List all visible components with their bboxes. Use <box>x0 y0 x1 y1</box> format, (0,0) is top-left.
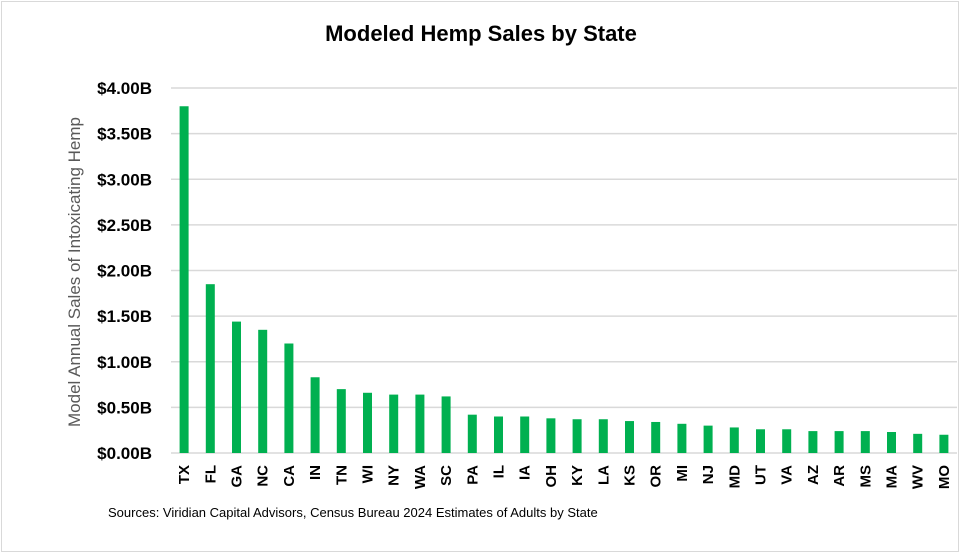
x-tick-label: OR <box>648 465 665 488</box>
bar-or <box>651 421 661 453</box>
bar-ky <box>572 419 582 453</box>
bar-wv <box>913 433 923 453</box>
x-tick-label: CA <box>281 465 298 487</box>
x-tick-label: MS <box>857 465 874 488</box>
y-tick-label: $4.00B <box>97 79 152 98</box>
x-axis-ticks: TX FL GA NC CA IN TN WI NY WA SC PA IL IA OH KY LA KS OR MI… <box>176 465 953 489</box>
x-tick-label: KS <box>622 465 639 486</box>
bar-ma <box>887 432 896 453</box>
bar-ga <box>232 321 241 453</box>
bar-md <box>729 427 739 453</box>
x-tick-label: MA <box>884 465 901 488</box>
x-tick-label: NC <box>255 465 272 487</box>
x-tick-label: NY <box>386 465 403 486</box>
y-tick-label: $3.00B <box>97 170 152 189</box>
bar-va <box>782 429 792 453</box>
bar-mi <box>677 423 687 453</box>
bar-il <box>494 416 503 453</box>
chart-title: Modeled Hemp Sales by State <box>325 21 637 46</box>
bar-az <box>808 431 818 453</box>
bar-fl <box>205 284 215 453</box>
x-tick-label: MI <box>674 465 691 482</box>
x-tick-label: AR <box>831 465 848 487</box>
bar-wa <box>415 394 425 453</box>
y-axis-ticks: $0.00B $0.50B $1.00B $1.50B $2.00B $2.50B $3.0… <box>97 79 152 463</box>
x-tick-label: IN <box>307 465 324 480</box>
x-tick-label: MO <box>936 465 953 489</box>
bar-wi <box>363 392 372 453</box>
x-tick-label: OH <box>543 465 560 488</box>
bar-ia <box>520 416 530 453</box>
x-tick-label: LA <box>595 465 612 485</box>
y-tick-label: $2.50B <box>97 216 152 235</box>
bar-ny <box>389 394 399 453</box>
y-tick-label: $2.00B <box>97 262 152 281</box>
bar-oh <box>546 418 556 453</box>
bar-nc <box>258 329 268 453</box>
y-tick-label: $0.00B <box>97 444 152 463</box>
source-note: Sources: Viridian Capital Advisors, Cens… <box>108 505 598 520</box>
x-tick-label: IL <box>491 465 508 478</box>
x-tick-label: MD <box>726 465 743 488</box>
bar-tx <box>179 106 189 453</box>
bar-sc <box>441 396 451 453</box>
y-tick-label: $1.50B <box>97 307 152 326</box>
y-tick-label: $3.50B <box>97 125 152 144</box>
x-tick-label: WV <box>910 465 927 489</box>
bar-ar <box>834 431 844 453</box>
bar-ca <box>284 343 294 453</box>
x-tick-label: FL <box>202 465 219 483</box>
bar-mo <box>939 434 949 453</box>
bars <box>179 106 949 453</box>
x-tick-label: KY <box>569 465 586 486</box>
x-tick-label: UT <box>753 465 770 485</box>
bar-nj <box>703 425 713 453</box>
bar-in <box>310 377 320 453</box>
x-tick-label: TX <box>176 465 193 484</box>
x-tick-label: SC <box>438 465 455 486</box>
bar-la <box>598 419 608 453</box>
y-tick-label: $1.00B <box>97 353 152 372</box>
x-tick-label: WA <box>412 465 429 489</box>
y-tick-label: $0.50B <box>97 398 152 417</box>
bar-ks <box>625 421 634 453</box>
x-tick-label: NJ <box>700 465 717 484</box>
bar-ut <box>756 429 765 453</box>
bar-tn <box>336 389 346 453</box>
x-tick-label: GA <box>229 465 246 488</box>
bar-pa <box>467 414 477 453</box>
gridlines <box>171 87 957 454</box>
bar-ms <box>860 431 870 453</box>
y-axis-label: Model Annual Sales of Intoxicating Hemp <box>65 117 84 427</box>
x-tick-label: VA <box>779 465 796 485</box>
x-tick-label: IA <box>517 465 534 480</box>
x-tick-label: AZ <box>805 465 822 485</box>
x-tick-label: PA <box>464 465 481 485</box>
x-tick-label: WI <box>360 465 377 483</box>
x-tick-label: TN <box>333 465 350 485</box>
